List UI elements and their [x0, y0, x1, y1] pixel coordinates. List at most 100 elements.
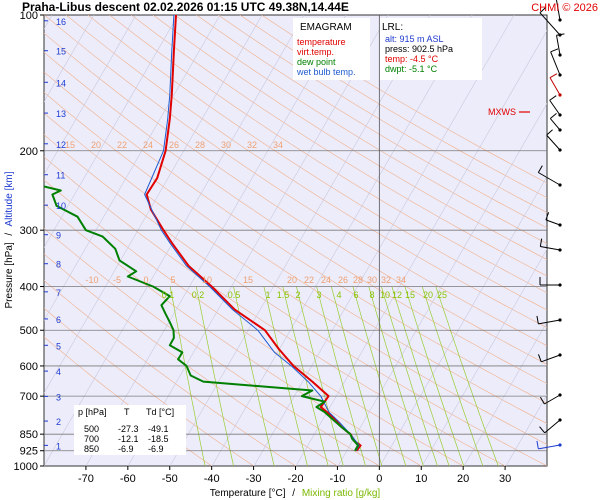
wind-barb-flag: [539, 238, 543, 247]
wind-barb-staff: [549, 118, 561, 131]
lrl-temp: temp: -4.5 °C: [385, 54, 439, 64]
table-header: p [hPa]: [78, 407, 107, 417]
altitude-tick-label: 3: [56, 392, 61, 402]
wind-barb-dot: [558, 113, 562, 117]
wind-barb-flag: [549, 95, 557, 101]
wind-barb-staff: [546, 134, 561, 151]
saturated-adiabat-line: [295, 30, 547, 466]
wind-barb-flag: [537, 165, 543, 173]
wind-barb-dot: [558, 73, 562, 77]
y-axis-label-sep: /: [4, 233, 15, 236]
dry-adiabat-label: 10: [202, 275, 212, 285]
saturated-adiabat-line: [337, 102, 547, 466]
dry-adiabat-line: [44, 15, 547, 347]
wind-barb-flag: [539, 6, 547, 14]
lrl-box: [380, 18, 482, 80]
saturated-adiabat-line: [548, 15, 600, 466]
dry-adiabat-label: 30: [221, 140, 231, 150]
mixing-ratio-label: 25: [437, 290, 447, 300]
mixing-ratio-label: 0.1: [162, 290, 175, 300]
table-cell: 700: [84, 434, 99, 444]
wind-barb-flag: [539, 396, 545, 405]
legend-item: wet bulb temp.: [296, 67, 356, 77]
mixing-ratio-label: 1.5: [277, 290, 290, 300]
temperature-tick-label: -50: [162, 473, 178, 485]
mxws-label: MXWS: [488, 107, 516, 117]
pressure-tick-label: 400: [20, 282, 38, 294]
dry-adiabat-label: -10: [85, 275, 98, 285]
saturated-adiabat-line: [44, 15, 179, 249]
legend-item: virt.temp.: [297, 47, 334, 57]
table-cell: -27.3: [118, 424, 139, 434]
wind-barb-staff: [545, 219, 561, 226]
saturated-adiabat-line: [211, 15, 473, 466]
dry-adiabat-label: 22: [117, 140, 127, 150]
dry-adiabat-line: [131, 15, 547, 277]
dry-adiabat-line: [218, 15, 547, 213]
saturated-adiabat-line: [421, 248, 547, 466]
wind-barb-staff: [538, 172, 561, 186]
legend-item: temperature: [297, 37, 346, 47]
wind-barb-flag: [546, 129, 553, 136]
wind-barb-staff: [539, 12, 561, 36]
dry-adiabat-line: [152, 15, 547, 260]
dry-adiabat-line: [66, 15, 547, 329]
plot-background: [43, 14, 548, 467]
wind-barb-flag: [549, 73, 558, 79]
wind-barb-staff: [541, 354, 561, 363]
summary-table: [74, 405, 186, 455]
dry-adiabat-label: 20: [91, 140, 101, 150]
altitude-tick-label: 2: [56, 417, 61, 427]
wind-barb-dot: [558, 148, 562, 152]
credit-text: CHMI © 2026: [531, 2, 598, 14]
dry-adiabat-line: [44, 51, 547, 384]
dry-adiabat-label: 30: [367, 275, 377, 285]
dry-adiabat-label: 26: [169, 140, 179, 150]
x-axis-label-mixing: Mixing ratio [g/kg]: [302, 488, 381, 499]
temperature-tick-label: -20: [288, 473, 304, 485]
wind-barb-staff: [555, 0, 561, 21]
temperature-tick-label: 10: [415, 473, 427, 485]
series-line-dew-point: [44, 185, 359, 452]
mixing-ratio-label: 12: [392, 290, 402, 300]
temperature-tick-label: -10: [329, 473, 345, 485]
legend-box: [293, 18, 370, 80]
wind-barb-flag: [539, 426, 546, 434]
wind-barb-staff: [549, 99, 561, 116]
dry-adiabat-label: 34: [396, 275, 406, 285]
dry-adiabat-label: 24: [321, 275, 331, 285]
saturated-adiabat-line: [44, 15, 95, 103]
mixing-ratio-label: 2: [295, 290, 300, 300]
wind-barb-flag: [556, 33, 565, 36]
wind-barb-flag: [538, 354, 542, 363]
dry-adiabat-label: 20: [287, 275, 297, 285]
lrl-heading: LRL:: [382, 22, 403, 33]
dry-adiabat-line: [44, 32, 547, 365]
mixing-ratio-label: 0.2: [192, 290, 205, 300]
table-cell: -6.9: [118, 444, 134, 454]
saturated-adiabat-line: [44, 15, 221, 321]
pressure-tick-label: 300: [20, 225, 38, 237]
pressure-tick-label: 700: [20, 391, 38, 403]
mixing-ratio-label: 15: [405, 290, 415, 300]
dry-adiabat-label: 26: [338, 275, 348, 285]
temperature-tick-label: 20: [457, 473, 469, 485]
wind-barb-staff: [549, 77, 561, 96]
wind-barb-dot: [558, 443, 562, 447]
wind-barb-staff: [538, 444, 561, 450]
y-axis-title: Pressure [hPa] / Altitude [km]: [4, 171, 15, 308]
pressure-tick-label: 100: [20, 10, 38, 22]
table-header: Td [°C]: [146, 407, 174, 417]
table-cell: 500: [84, 424, 99, 434]
dry-adiabat-label: 28: [195, 140, 205, 150]
wind-barb-staff: [538, 319, 561, 325]
dry-adiabat-label: 24: [143, 140, 153, 150]
altitude-tick-label: 15: [56, 47, 66, 57]
saturated-adiabat-line: [44, 15, 137, 176]
wind-barb-dot: [558, 223, 562, 227]
wind-barb-dot: [558, 393, 562, 397]
wind-barb-staff: [556, 35, 561, 56]
y-axis-label-pressure: Pressure [hPa]: [4, 242, 15, 308]
altitude-tick-label: 7: [56, 288, 61, 298]
dry-adiabat-line: [44, 71, 547, 404]
